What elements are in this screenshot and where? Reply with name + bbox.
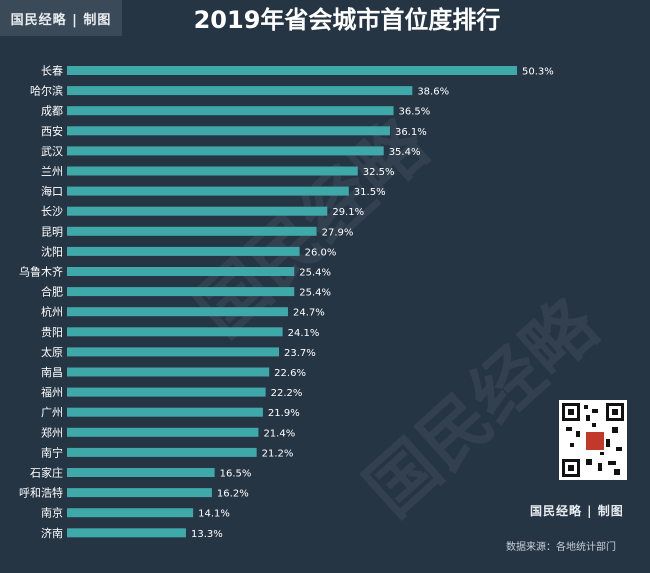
bar [67, 146, 384, 156]
bar [67, 468, 215, 477]
value-label: 38.6% [417, 87, 449, 98]
category-label: 成都 [41, 105, 63, 118]
value-label: 36.1% [395, 127, 427, 138]
value-label: 29.1% [332, 207, 364, 218]
bar [67, 307, 288, 317]
category-label: 济南 [41, 526, 63, 540]
category-label: 海口 [41, 184, 63, 198]
value-label: 24.1% [288, 328, 320, 339]
bar [67, 186, 349, 196]
value-label: 21.4% [263, 428, 295, 439]
value-label: 25.4% [299, 288, 331, 299]
category-label: 杭州 [41, 305, 63, 319]
bar [67, 427, 259, 437]
category-label: 武汉 [41, 145, 63, 158]
category-label: 石家庄 [30, 466, 63, 480]
bar [67, 327, 283, 337]
bar [67, 528, 186, 538]
bar [67, 488, 212, 498]
bar [67, 387, 266, 397]
value-label: 21.9% [268, 408, 300, 419]
category-label: 昆明 [41, 225, 63, 238]
brand-tag: 国民经略 | 制图 [0, 0, 122, 36]
value-label: 16.2% [217, 489, 249, 500]
category-label: 长春 [41, 65, 63, 78]
chart-title: 2019年省会城市首位度排行 [193, 6, 501, 34]
value-label: 25.4% [299, 268, 331, 279]
bar [67, 246, 300, 256]
category-label: 南宁 [41, 445, 63, 459]
value-label: 22.2% [271, 388, 303, 399]
category-label: 兰州 [41, 165, 63, 178]
bar [67, 206, 328, 216]
bar [67, 508, 194, 518]
bar [67, 407, 263, 417]
category-label: 西安 [41, 124, 63, 138]
qr-code-image [559, 400, 627, 480]
value-label: 14.1% [198, 509, 230, 520]
category-label: 广州 [41, 406, 63, 419]
category-label: 郑州 [41, 425, 63, 439]
bar [67, 66, 517, 75]
source-note: 数据来源：各地统计部门 [506, 542, 616, 553]
bar [67, 367, 270, 377]
category-label: 太原 [41, 346, 63, 359]
bar [67, 447, 257, 457]
value-label: 22.6% [274, 368, 306, 379]
bar [67, 86, 413, 96]
value-label: 21.2% [262, 448, 294, 459]
category-label: 贵阳 [41, 326, 63, 339]
bar [67, 126, 390, 136]
bar [67, 166, 358, 176]
bar [67, 287, 295, 297]
category-label: 哈尔滨 [30, 84, 63, 98]
value-label: 27.9% [322, 227, 354, 238]
value-label: 26.0% [305, 247, 337, 258]
category-label: 乌鲁木齐 [19, 265, 63, 279]
qr-code-icon [562, 403, 624, 477]
bar [67, 226, 317, 236]
bar [67, 347, 280, 357]
value-label: 16.5% [220, 469, 252, 480]
category-label: 南京 [41, 506, 63, 520]
bar [67, 106, 394, 116]
value-label: 35.4% [389, 147, 421, 158]
qr-badge-icon [584, 430, 606, 452]
category-label: 长沙 [41, 205, 63, 218]
footer-brand: 国民经略 | 制图 [530, 504, 624, 518]
value-label: 23.7% [284, 348, 316, 359]
category-label: 沈阳 [41, 244, 63, 258]
category-label: 呼和浩特 [19, 486, 63, 500]
value-label: 13.3% [191, 529, 223, 540]
value-label: 31.5% [354, 187, 386, 198]
value-label: 32.5% [363, 167, 395, 178]
value-label: 36.5% [399, 107, 431, 118]
value-label: 50.3% [522, 67, 554, 78]
category-label: 南昌 [41, 366, 63, 379]
value-label: 24.7% [293, 308, 325, 319]
bar [67, 267, 295, 276]
category-label: 福州 [41, 385, 63, 399]
category-label: 合肥 [41, 285, 63, 299]
